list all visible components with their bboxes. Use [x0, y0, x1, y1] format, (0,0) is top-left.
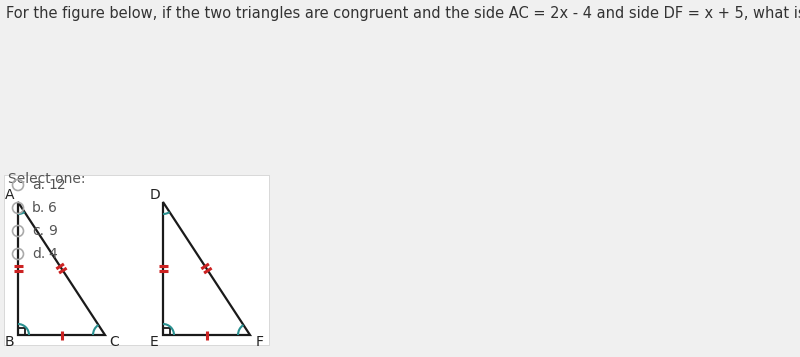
- Text: For the figure below, if the two triangles are congruent and the side AC = 2x - : For the figure below, if the two triangl…: [6, 6, 800, 21]
- FancyBboxPatch shape: [4, 175, 269, 345]
- Text: A: A: [6, 188, 14, 202]
- Text: E: E: [150, 335, 158, 349]
- Text: B: B: [4, 335, 14, 349]
- Text: D: D: [150, 188, 160, 202]
- Text: F: F: [256, 335, 264, 349]
- Text: 12: 12: [48, 178, 66, 192]
- Text: c.: c.: [32, 224, 44, 238]
- Text: a.: a.: [32, 178, 45, 192]
- Text: Select one:: Select one:: [8, 172, 86, 186]
- Text: b.: b.: [32, 201, 46, 215]
- Text: 4: 4: [48, 247, 57, 261]
- Text: d.: d.: [32, 247, 46, 261]
- Text: 9: 9: [48, 224, 57, 238]
- Text: C: C: [109, 335, 119, 349]
- Text: 6: 6: [48, 201, 57, 215]
